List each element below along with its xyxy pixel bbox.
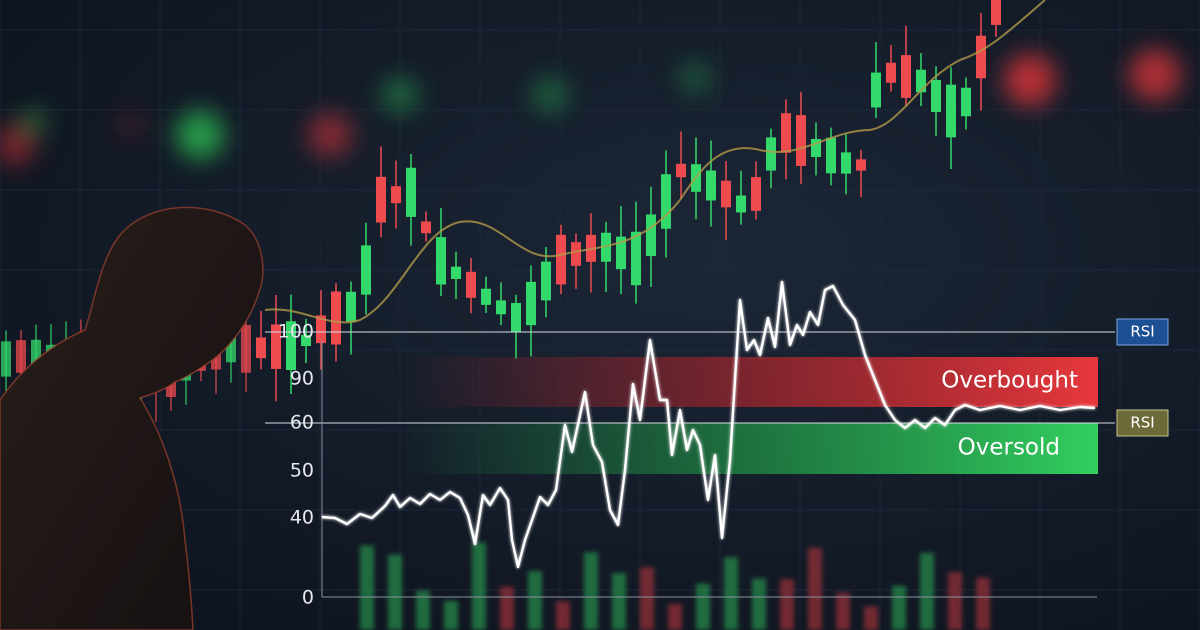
axis-label: 60 [290,412,314,434]
oversold-label: Oversold [958,435,1060,461]
candle-body [556,234,566,285]
candle-body [946,84,956,138]
volume-bar [836,592,850,630]
volume-bar [920,552,934,630]
candle-body [16,340,26,373]
volume-bar [864,606,878,630]
candle-body [331,291,341,345]
person-silhouette [0,206,264,630]
candle-body [346,291,356,322]
candle-body [616,236,626,270]
candle-body [496,300,506,315]
volume-bar [808,547,822,630]
candle-body [316,315,326,344]
candle-body [646,214,656,257]
rsi-badge [1116,409,1169,437]
candle-body [31,339,41,369]
candle-body [901,55,911,98]
volume-bar [976,577,990,630]
rsi-badge-label: RSI [1130,414,1154,432]
candle-body [256,337,266,359]
volume-bar [500,586,514,630]
axis-label: 0 [302,587,314,609]
candle-body [481,288,491,305]
oversold-zone [400,423,1098,474]
candle-body [766,137,776,171]
volume-bar [360,545,374,630]
candle-body [706,170,716,201]
axis-label: 90 [290,368,314,390]
candle-body [376,176,386,223]
candle-body [886,62,896,83]
candle-body [631,231,641,286]
candle-body [931,79,941,113]
volume-bar [948,572,962,630]
volume-bar [556,601,570,630]
candle-body [301,334,311,347]
candle-body [271,324,281,369]
volume-bar [752,578,766,630]
candle-body [601,232,611,262]
candle-body [736,195,746,213]
candle-body [826,137,836,174]
candle-body [436,237,446,285]
candle-body [811,138,821,158]
candle-body [751,177,761,211]
candle-body [541,261,551,301]
volume-bar [416,590,430,630]
candle-body [241,324,251,373]
candle-body [406,167,416,217]
candle-body [526,281,536,326]
volume-bar [640,567,654,630]
volume-bar [612,573,626,630]
candle-body [1,341,11,377]
candle-body [871,72,881,108]
candle-body [286,321,296,371]
volume-bars [360,542,990,630]
candle-body [226,337,236,363]
candle-body [421,221,431,234]
volume-bar [388,554,402,630]
bokeh [0,49,1181,165]
overbought-label: Overbought [941,368,1078,394]
candle-body [841,152,851,174]
candle-body [856,159,866,171]
axis-label: 40 [290,507,314,529]
candle-body [721,180,731,208]
candle-body [796,115,806,166]
rsi-badge [1116,318,1169,346]
volume-bar [528,571,542,630]
moving-average [264,0,1046,324]
candle-body [676,163,686,178]
axis-label: 100 [278,321,314,343]
volume-bar [780,579,794,630]
candle-body [781,113,791,153]
volume-bar [668,603,682,630]
volume-bar [472,542,486,630]
candle-body [511,303,521,332]
candle-body [391,186,401,204]
volume-bar [584,552,598,630]
candle-body [661,174,671,229]
candle-body [991,0,1001,25]
axis-label: 50 [290,460,314,482]
volume-bar [724,557,738,630]
overbought-zone [400,357,1098,407]
rsi-badge-label: RSI [1130,323,1154,341]
candle-body [361,245,371,295]
candle-body [466,271,476,298]
volume-bar [696,583,710,630]
candle-body [571,242,581,266]
rsi-line [321,280,1096,569]
volume-bar [444,600,458,630]
candle-body [451,266,461,279]
candle-body [976,35,986,79]
candle-body [961,87,971,117]
volume-bar [892,585,906,630]
candle-body [916,69,926,93]
